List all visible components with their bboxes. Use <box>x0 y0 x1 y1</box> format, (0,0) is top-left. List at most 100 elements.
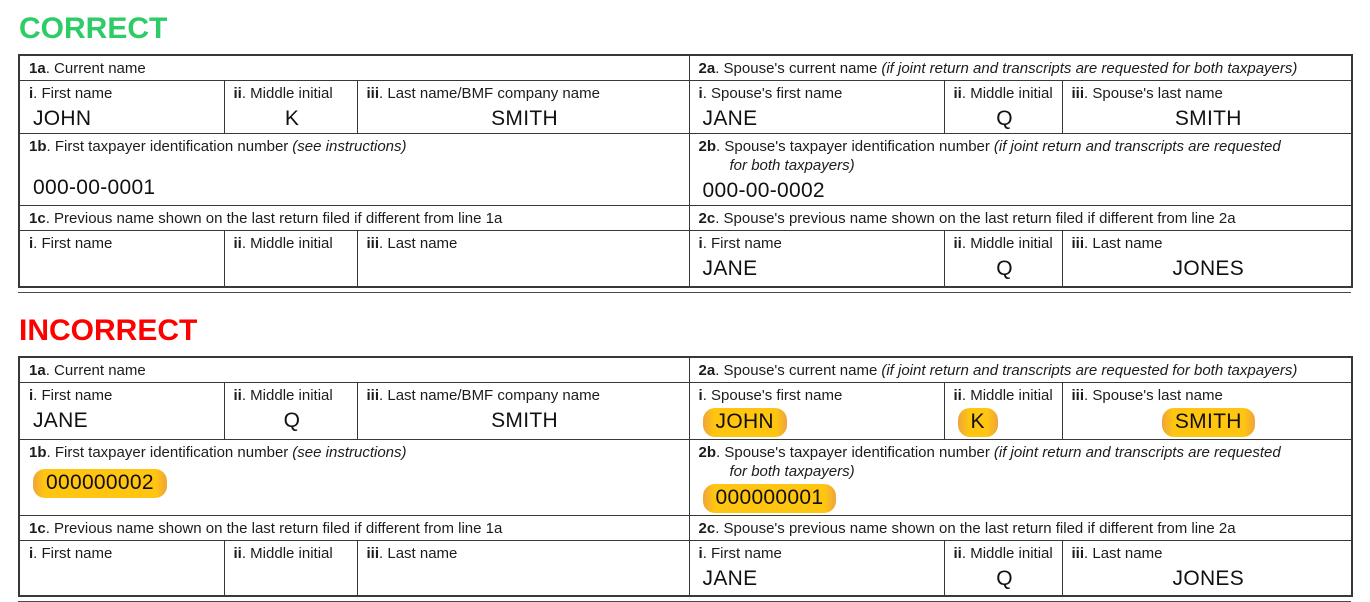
field-id: iii <box>1071 235 1085 252</box>
label-text: . Last name <box>379 544 458 562</box>
cell-2a-label: 2a. Spouse's current name (if joint retur… <box>688 356 1353 383</box>
spouse-prev-last-name-value: JONES <box>1172 257 1245 280</box>
label-text: . Middle initial <box>241 235 333 252</box>
field-id: i <box>29 544 34 562</box>
line-id: 2c <box>698 210 716 227</box>
middle-initial-value: Q <box>283 408 301 432</box>
label-text: . First name <box>702 235 782 252</box>
label-text: . Current name <box>45 60 146 77</box>
field-label: iii. Spouse's last name <box>1072 386 1346 405</box>
label-text: . Spouse's taxpayer identification numbe… <box>716 138 990 155</box>
field-label: ii. Middle initial <box>954 386 1056 405</box>
error-highlight: SMITH <box>1161 407 1255 437</box>
label-note: (if joint return and transcripts are req… <box>993 443 1281 461</box>
cell-1a-label: 1a. Current name <box>18 54 690 81</box>
cell-1a-label: 1a. Current name <box>18 356 690 383</box>
label-note: (if joint return and transcripts are req… <box>993 138 1281 155</box>
field-id: iii <box>1071 544 1085 562</box>
label-text: . Previous name shown on the last return… <box>45 519 503 537</box>
label-text: . First taxpayer identification number <box>46 138 289 155</box>
cell-spouse-last-name: iii. Spouse's last name SMITH <box>1061 80 1353 134</box>
cell-spouse-first-name: i. Spouse's first name JOHN <box>688 381 945 440</box>
field-label: iii. Last name/BMF company name <box>367 386 683 405</box>
field-id: iii <box>1071 85 1085 102</box>
line-id: 1a <box>29 361 46 379</box>
spouse-prev-middle-initial-value: Q <box>996 566 1013 590</box>
cell-prev-first-name: i. First name <box>18 230 225 287</box>
spouse-prev-last-name-value: JONES <box>1172 566 1245 590</box>
label-note: (if joint return and transcripts are req… <box>881 361 1298 379</box>
field-id: ii <box>953 235 962 252</box>
tin-1b-value-highlighted: 000000002 <box>29 468 683 498</box>
cell-last-name: iii. Last name/BMF company name SMITH <box>356 381 690 440</box>
field-label: i. First name <box>29 544 218 563</box>
label-text: . Middle initial <box>241 85 333 102</box>
field-id: ii <box>953 85 962 102</box>
field-label: ii. Middle initial <box>234 544 351 563</box>
field-id: iii <box>366 85 380 102</box>
cell-spouse-first-name: i. Spouse's first name JANE <box>688 80 945 134</box>
error-highlight: 000000002 <box>33 468 167 498</box>
row-previous-name: 1c. Previous name shown on the last retu… <box>18 514 1353 541</box>
cell-last-name: iii. Last name/BMF company name SMITH <box>356 80 690 134</box>
cell-spouse-prev-first-name: i. First name JANE <box>688 230 945 287</box>
line-id: 2b <box>698 138 717 155</box>
row-name-fields: i. First name JOHN ii. Middle initial K … <box>18 80 1353 134</box>
spouse-last-name-value: SMITH <box>1174 107 1242 130</box>
field-label: i. First name <box>29 234 218 253</box>
spouse-last-name-value-highlighted: SMITH <box>1072 407 1346 437</box>
field-label: i. First name <box>699 544 938 563</box>
row-tin: 1b. First taxpayer identification number… <box>18 133 1353 206</box>
row-current-name: 1a. Current name 2a. Spouse's current na… <box>18 356 1353 383</box>
field-label: i. First name <box>29 386 218 405</box>
label-text: . First name <box>33 386 113 404</box>
cell-middle-initial: ii. Middle initial Q <box>223 381 358 440</box>
spouse-middle-initial-value: Q <box>996 107 1013 130</box>
label-note: (see instructions) <box>292 138 407 155</box>
label-text: . Middle initial <box>961 386 1053 404</box>
label-text: . Last name <box>379 235 458 252</box>
field-id: iii <box>366 235 380 252</box>
error-highlight: 000000001 <box>702 483 837 513</box>
line-id: 2c <box>698 519 716 537</box>
field-id: iii <box>366 386 380 404</box>
spouse-prev-first-name-value: JANE <box>702 566 758 590</box>
cell-1c-label: 1c. Previous name shown on the last retu… <box>18 514 690 541</box>
field-id: ii <box>233 85 242 102</box>
field-label: 2b. Spouse's taxpayer identification num… <box>699 443 1346 462</box>
middle-initial-value: K <box>284 107 300 130</box>
last-name-value: SMITH <box>491 408 558 432</box>
spouse-first-name-value-highlighted: JOHN <box>699 407 938 437</box>
spouse-first-name-value: JANE <box>702 107 758 130</box>
cell-prev-first-name: i. First name <box>18 539 225 597</box>
field-id: i <box>698 85 703 102</box>
line-id: 1c <box>29 519 46 537</box>
label-text: . First name <box>33 85 113 102</box>
field-label: 2b. Spouse's taxpayer identification num… <box>699 137 1346 156</box>
cell-2a-label: 2a. Spouse's current name (if joint retur… <box>688 54 1353 81</box>
label-text: . Spouse's previous name shown on the la… <box>715 210 1236 227</box>
field-id: i <box>29 85 34 102</box>
field-id: ii <box>953 386 962 404</box>
label-text: . First name <box>33 544 113 562</box>
label-note-line2: for both taxpayers) <box>729 157 855 174</box>
last-name-value: SMITH <box>491 107 558 130</box>
first-name-value: JOHN <box>33 107 92 130</box>
field-label: iii. Last name <box>367 234 683 253</box>
label-text: . Last name <box>1084 235 1163 252</box>
error-highlight: K <box>957 407 998 437</box>
cell-first-name: i. First name JOHN <box>18 80 225 134</box>
cell-2b-tin: 2b. Spouse's taxpayer identification num… <box>688 133 1353 206</box>
field-id: iii <box>366 544 380 562</box>
field-id: iii <box>1071 386 1085 404</box>
field-id: i <box>698 544 703 562</box>
correct-heading: CORRECT <box>19 12 168 45</box>
row-name-fields: i. First name JANE ii. Middle initial Q … <box>18 381 1353 440</box>
cell-spouse-prev-middle-initial: ii. Middle initial Q <box>943 539 1063 597</box>
cell-spouse-prev-last-name: iii. Last name JONES <box>1061 539 1353 597</box>
row-current-name: 1a. Current name 2a. Spouse's current na… <box>18 54 1353 81</box>
label-text: . Spouse's current name <box>715 60 878 77</box>
field-label: 1b. First taxpayer identification number… <box>29 137 683 156</box>
cell-spouse-prev-first-name: i. First name JANE <box>688 539 945 597</box>
line-id: 1a <box>29 60 46 77</box>
